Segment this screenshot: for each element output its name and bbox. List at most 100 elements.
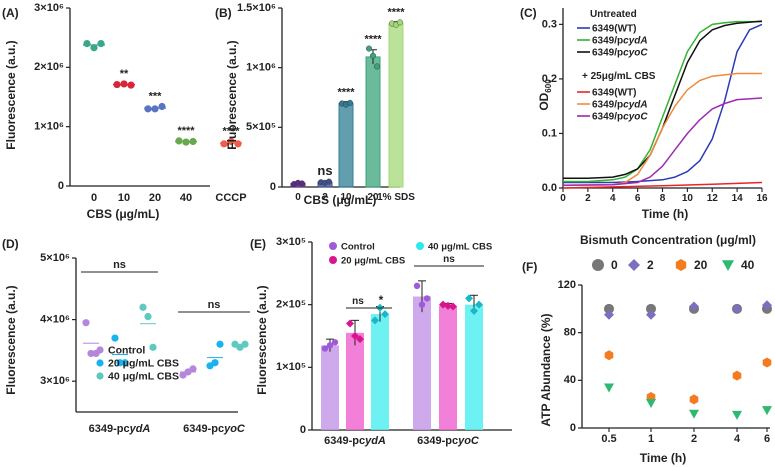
panel-c-x-tick-label: 14 [732, 193, 744, 204]
panel-e-bar [465, 304, 483, 430]
panel-c-x-tick-label: 16 [756, 193, 768, 204]
panel-c-y-tick-label: 0.2 [542, 73, 557, 85]
panel-b-significance: **** [364, 34, 382, 46]
panel-d-group-label: 6349-pcydA [89, 423, 151, 435]
panel-d-legend-label: 40 μg/mL CBS [108, 371, 179, 383]
panel-d-point [216, 340, 224, 348]
panel-c-legend-label-prefix: 6349/p [592, 36, 623, 47]
panel-a-y-tick-label: 0 [58, 180, 64, 192]
panel-c-x-tick-label: 10 [682, 193, 694, 204]
panel-f-y-tick-label: 40 [564, 374, 576, 386]
panel-e-bar [413, 296, 431, 430]
panel-c-series-line [562, 181, 763, 189]
panel-e-significance: ns [443, 254, 455, 265]
panel-d-y-tick-label: 3×10⁶ [40, 375, 70, 387]
panel-c-legend-label-gene: cyoC [623, 112, 648, 123]
panel-f-y-tick-label: 0 [570, 422, 576, 434]
panel-b-x-tick-label: 1% SDS [377, 192, 415, 203]
panel-e-point [326, 342, 334, 349]
panel-a-significance: ** [120, 68, 129, 80]
panel-d-point [211, 359, 219, 367]
panel-e-legend-label: 40 μg/mL CBS [428, 242, 492, 253]
panel-a-y-tick-label: 2×10⁶ [34, 61, 64, 73]
panel-a: (A) Fluorescence (a.u.) CBS (μg/mL) 0 1×1… [2, 2, 247, 221]
panel-f-y-tick-label: 120 [558, 279, 576, 291]
panel-f-point [732, 410, 742, 420]
panel-f-point [689, 394, 699, 405]
panel-f-point [762, 406, 772, 416]
panel-c-legend-label: 6349/pcydA [592, 36, 648, 47]
panel-c-x-tick-label: 6 [635, 193, 641, 204]
panel-f-point [646, 309, 656, 320]
panel-f-ylabel: ATP Abundance (%) [539, 313, 553, 426]
panel-d-point [139, 303, 147, 311]
panel-e-bar [346, 332, 364, 430]
panel-f-point [762, 300, 772, 311]
panel-f-point [732, 370, 742, 381]
panel-f-legend-label: 0 [611, 258, 618, 272]
panel-e-point [444, 301, 452, 310]
panel-e: (E) Fluorescence (a.u.) 0 1×10⁵ 2×10⁵ 3×10⁵… [250, 236, 512, 447]
panel-c-legend-label: 6349/pcyoC [592, 112, 648, 123]
panel-e-point [423, 295, 431, 302]
panel-f-label: (F) [522, 260, 537, 274]
panel-c-legend-label: 6349/pcydA [592, 100, 648, 111]
panel-a-point [158, 102, 166, 111]
panel-f-legend-marker [722, 260, 734, 271]
panel-b-bar [338, 102, 354, 188]
panel-c-y-tick-label: 0.1 [542, 127, 557, 139]
panel-c-y-tick-label: 0.0 [542, 182, 557, 194]
panel-b-point [397, 19, 404, 26]
panel-a-point [189, 137, 197, 146]
panel-e-significance: ns [352, 296, 364, 307]
panel-a-point [144, 105, 152, 113]
panel-e-legend-label: Control [341, 242, 375, 253]
panel-c-legend-untreated-title: Untreated [590, 9, 637, 20]
panel-e-label: (E) [250, 237, 266, 251]
panel-a-point [83, 40, 91, 48]
panel-c-ylabel: OD600 [537, 79, 553, 111]
panel-b-bar [388, 23, 404, 188]
panel-a-point [120, 80, 128, 88]
panel-a-point [220, 140, 228, 148]
panel-f-legend-label: 20 [694, 258, 708, 272]
panel-a-x-tick-label: 10 [118, 192, 130, 204]
panel-a-plot: 0 1×10⁶ 2×10⁶ 3×10⁶ 0 10 ** 20 *** 40 **** CCCP **** [34, 2, 246, 204]
panel-a-point [90, 44, 98, 52]
panel-b-y-tick-label: 1.5×10⁶ [237, 2, 276, 14]
panel-d-legend-marker [96, 346, 104, 354]
panel-f-x-tick-label: 1 [648, 433, 654, 445]
panel-d-group-label: 6349-pcyoC [183, 423, 246, 435]
panel-e-point [356, 335, 364, 344]
panel-c-x-tick-label: 8 [660, 193, 666, 204]
panel-e-point [475, 300, 483, 309]
panel-d-group-label-prefix: 6349-pc [89, 423, 130, 435]
panel-b: (B) Fluorescence (a.u.) CBS (μg/mL) 0 5×1… [215, 2, 415, 207]
panel-c-x-tick-label: 0 [560, 193, 566, 204]
panel-d-group-label-gene: ydA [129, 423, 151, 435]
panel-a-point [234, 140, 242, 148]
panel-b-point [366, 45, 373, 52]
panel-c-ylabel-sub: 600 [544, 79, 553, 93]
panel-a-point [97, 40, 105, 48]
panel-d-legend-marker [96, 372, 104, 380]
panel-f-legend-label: 2 [647, 258, 654, 272]
panel-e-group-label-gene: yoC [457, 435, 480, 447]
panel-e-y-tick-label: 3×10⁵ [276, 236, 306, 248]
panel-e-group-label-prefix: 6349-pc [417, 435, 458, 447]
panel-b-y-tick-label: 5×10⁵ [246, 121, 276, 133]
panel-b-significance: **** [387, 7, 405, 19]
panel-d-legend-marker [96, 359, 104, 367]
panel-b-y-tick-label: 1×10⁶ [246, 62, 276, 74]
panel-b-significance: **** [337, 87, 355, 99]
panel-e-group-label-prefix: 6349-pc [324, 435, 365, 447]
panel-c-series-line [563, 20, 763, 179]
panel-b-point [374, 63, 381, 70]
panel-d-legend-label: 20 μg/mL CBS [108, 358, 179, 370]
panel-d-point [149, 343, 157, 351]
panel-c-legend-label: 6349(WT) [592, 88, 636, 99]
panel-a-x-tick-label: 40 [180, 192, 192, 204]
panel-e-point [381, 310, 389, 319]
panel-f-point [689, 409, 699, 419]
panel-f-point [732, 303, 742, 314]
